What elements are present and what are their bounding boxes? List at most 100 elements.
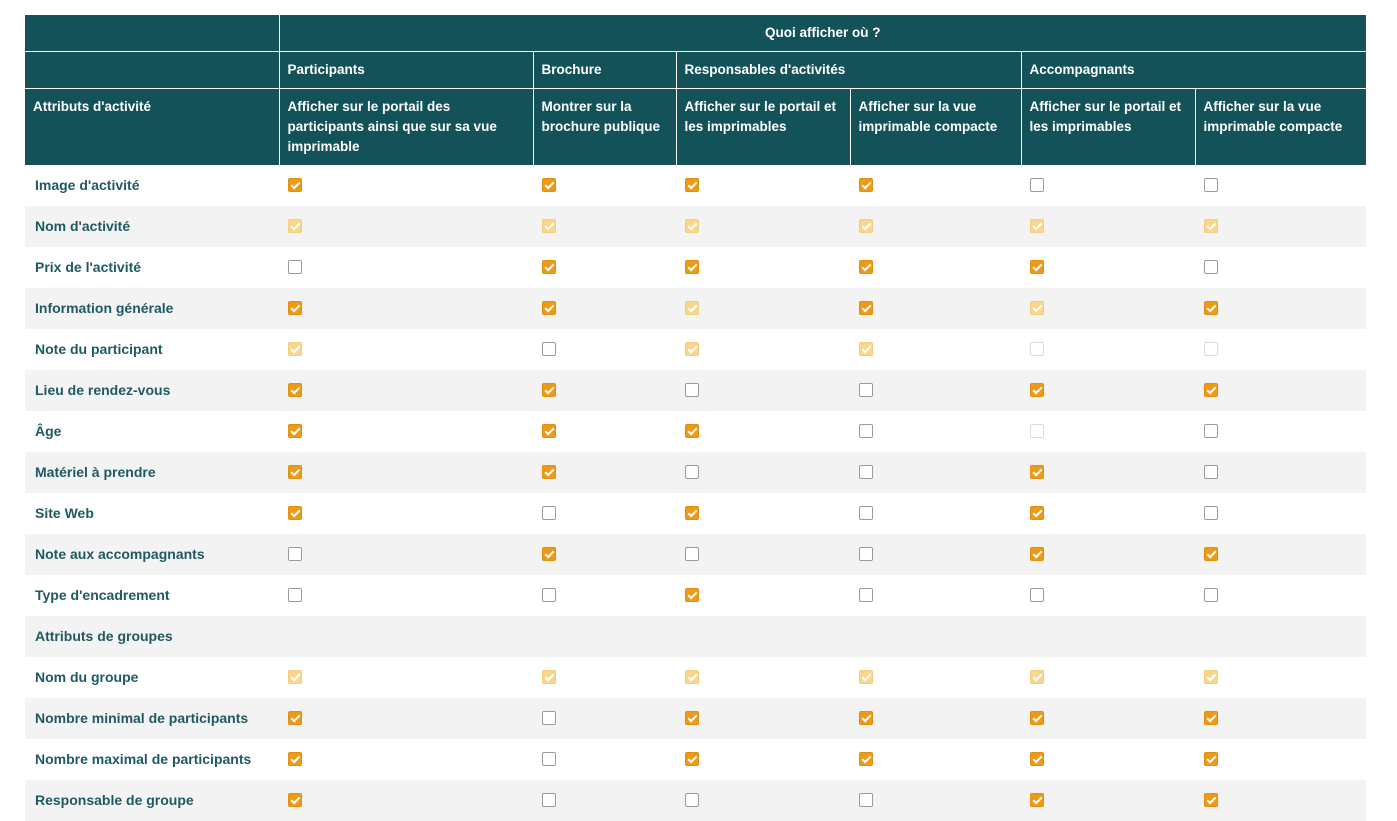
checkbox-public-brochure[interactable] bbox=[542, 178, 556, 193]
cell-participants-portal bbox=[279, 779, 533, 821]
attribute-label: Prix de l'activité bbox=[35, 259, 142, 275]
checkbox-companions-compact[interactable] bbox=[1204, 547, 1218, 562]
attribute-label: Lieu de rendez-vous bbox=[25, 369, 279, 411]
checkbox-companions-portal[interactable] bbox=[1030, 465, 1044, 480]
cell-leaders-compact bbox=[850, 779, 1021, 821]
checkbox-leaders-portal[interactable] bbox=[685, 547, 699, 562]
checkbox-participants-portal[interactable] bbox=[288, 711, 302, 726]
cell-public-brochure bbox=[533, 411, 676, 452]
checkbox-companions-portal bbox=[1030, 670, 1044, 685]
cell-participants-portal bbox=[279, 739, 533, 780]
table-row: Image d'activité bbox=[25, 165, 1366, 206]
checkbox-public-brochure[interactable] bbox=[542, 342, 556, 357]
checkbox-leaders-portal[interactable] bbox=[685, 424, 699, 439]
checkbox-leaders-compact[interactable] bbox=[859, 547, 873, 562]
cell-leaders-portal bbox=[676, 739, 850, 780]
checkbox-companions-compact[interactable] bbox=[1204, 465, 1218, 480]
checkbox-leaders-portal[interactable] bbox=[685, 178, 699, 193]
checkbox-public-brochure[interactable] bbox=[542, 424, 556, 439]
checkbox-leaders-portal[interactable] bbox=[685, 588, 699, 603]
checkbox-companions-portal bbox=[1030, 219, 1044, 234]
cell-companions-compact bbox=[1195, 287, 1367, 329]
checkbox-companions-compact[interactable] bbox=[1204, 588, 1218, 603]
checkbox-companions-compact[interactable] bbox=[1204, 178, 1218, 193]
checkbox-participants-portal[interactable] bbox=[288, 178, 302, 193]
cell-leaders-compact bbox=[850, 739, 1021, 780]
checkbox-leaders-compact[interactable] bbox=[859, 178, 873, 193]
checkbox-leaders-portal[interactable] bbox=[685, 711, 699, 726]
checkbox-companions-portal[interactable] bbox=[1030, 588, 1044, 603]
checkbox-public-brochure[interactable] bbox=[542, 465, 556, 480]
checkbox-public-brochure[interactable] bbox=[542, 711, 556, 726]
checkbox-companions-compact[interactable] bbox=[1204, 711, 1218, 726]
checkbox-leaders-compact[interactable] bbox=[859, 506, 873, 521]
checkbox-companions-portal[interactable] bbox=[1030, 260, 1044, 275]
checkbox-leaders-portal[interactable] bbox=[685, 260, 699, 275]
table-row: Site Web bbox=[25, 493, 1366, 534]
checkbox-companions-portal[interactable] bbox=[1030, 547, 1044, 562]
table-row: Information générale bbox=[25, 287, 1367, 329]
checkbox-public-brochure[interactable] bbox=[542, 752, 556, 767]
checkbox-participants-portal[interactable] bbox=[288, 506, 302, 521]
group-header-participants: Participants bbox=[278, 51, 533, 89]
checkbox-public-brochure[interactable] bbox=[542, 301, 556, 316]
checkbox-public-brochure[interactable] bbox=[542, 383, 556, 398]
cell-companions-compact bbox=[1195, 533, 1367, 575]
checkbox-leaders-portal[interactable] bbox=[685, 793, 699, 808]
checkbox-participants-portal[interactable] bbox=[288, 793, 302, 808]
checkbox-participants-portal[interactable] bbox=[288, 424, 302, 439]
checkbox-companions-portal[interactable] bbox=[1030, 752, 1044, 767]
checkbox-participants-portal[interactable] bbox=[288, 383, 302, 398]
checkbox-public-brochure[interactable] bbox=[542, 588, 556, 603]
cell-companions-portal bbox=[1021, 329, 1195, 370]
checkbox-public-brochure[interactable] bbox=[542, 547, 556, 562]
checkbox-companions-compact[interactable] bbox=[1204, 424, 1218, 439]
checkbox-companions-portal[interactable] bbox=[1030, 793, 1044, 808]
cell-leaders-portal bbox=[676, 287, 850, 329]
cell-companions-compact bbox=[1195, 575, 1366, 616]
checkbox-public-brochure[interactable] bbox=[542, 260, 556, 275]
checkbox-companions-portal[interactable] bbox=[1030, 506, 1044, 521]
checkbox-companions-compact[interactable] bbox=[1204, 301, 1218, 316]
checkbox-participants-portal[interactable] bbox=[288, 588, 302, 603]
column-header-public-brochure: Montrer sur la brochure publique bbox=[532, 88, 676, 165]
checkbox-leaders-portal[interactable] bbox=[685, 752, 699, 767]
checkbox-leaders-compact[interactable] bbox=[859, 465, 873, 480]
checkbox-companions-compact[interactable] bbox=[1204, 793, 1218, 808]
checkbox-participants-portal[interactable] bbox=[288, 260, 302, 275]
checkbox-leaders-compact[interactable] bbox=[859, 301, 873, 316]
checkbox-public-brochure[interactable] bbox=[542, 506, 556, 521]
checkbox-leaders-compact[interactable] bbox=[859, 260, 873, 275]
checkbox-participants-portal[interactable] bbox=[288, 465, 302, 480]
checkbox-companions-compact[interactable] bbox=[1204, 260, 1218, 275]
checkbox-participants-portal[interactable] bbox=[288, 547, 302, 562]
checkbox-companions-compact[interactable] bbox=[1204, 383, 1218, 398]
checkbox-leaders-portal[interactable] bbox=[685, 465, 699, 480]
checkbox-participants-portal[interactable] bbox=[288, 301, 302, 316]
checkbox-companions-portal[interactable] bbox=[1030, 178, 1044, 193]
checkbox-leaders-compact[interactable] bbox=[859, 711, 873, 726]
cell-companions-portal bbox=[1021, 411, 1195, 452]
cell-leaders-portal bbox=[676, 657, 850, 698]
checkbox-participants-portal[interactable] bbox=[288, 752, 302, 767]
checkbox-companions-compact[interactable] bbox=[1204, 506, 1218, 521]
checkbox-leaders-portal[interactable] bbox=[685, 506, 699, 521]
checkbox-leaders-compact[interactable] bbox=[859, 424, 873, 439]
checkbox-leaders-portal[interactable] bbox=[685, 383, 699, 398]
cell-public-brochure bbox=[533, 533, 676, 575]
cell-public-brochure bbox=[533, 575, 676, 616]
checkbox-companions-compact[interactable] bbox=[1204, 752, 1218, 767]
checkbox-leaders-compact[interactable] bbox=[859, 383, 873, 398]
table-row: Type d'encadrement bbox=[25, 575, 1366, 616]
cell-participants-portal bbox=[279, 493, 533, 534]
column-header-leaders-portal: Afficher sur le portail et les imprimabl… bbox=[675, 88, 850, 165]
cell-participants-portal bbox=[279, 247, 533, 288]
checkbox-participants-portal bbox=[288, 342, 302, 357]
checkbox-leaders-compact[interactable] bbox=[859, 588, 873, 603]
checkbox-leaders-compact[interactable] bbox=[859, 752, 873, 767]
checkbox-companions-portal[interactable] bbox=[1030, 711, 1044, 726]
checkbox-public-brochure[interactable] bbox=[542, 793, 556, 808]
checkbox-leaders-compact[interactable] bbox=[859, 793, 873, 808]
checkbox-companions-portal[interactable] bbox=[1030, 383, 1044, 398]
cell-participants-portal bbox=[279, 575, 533, 616]
